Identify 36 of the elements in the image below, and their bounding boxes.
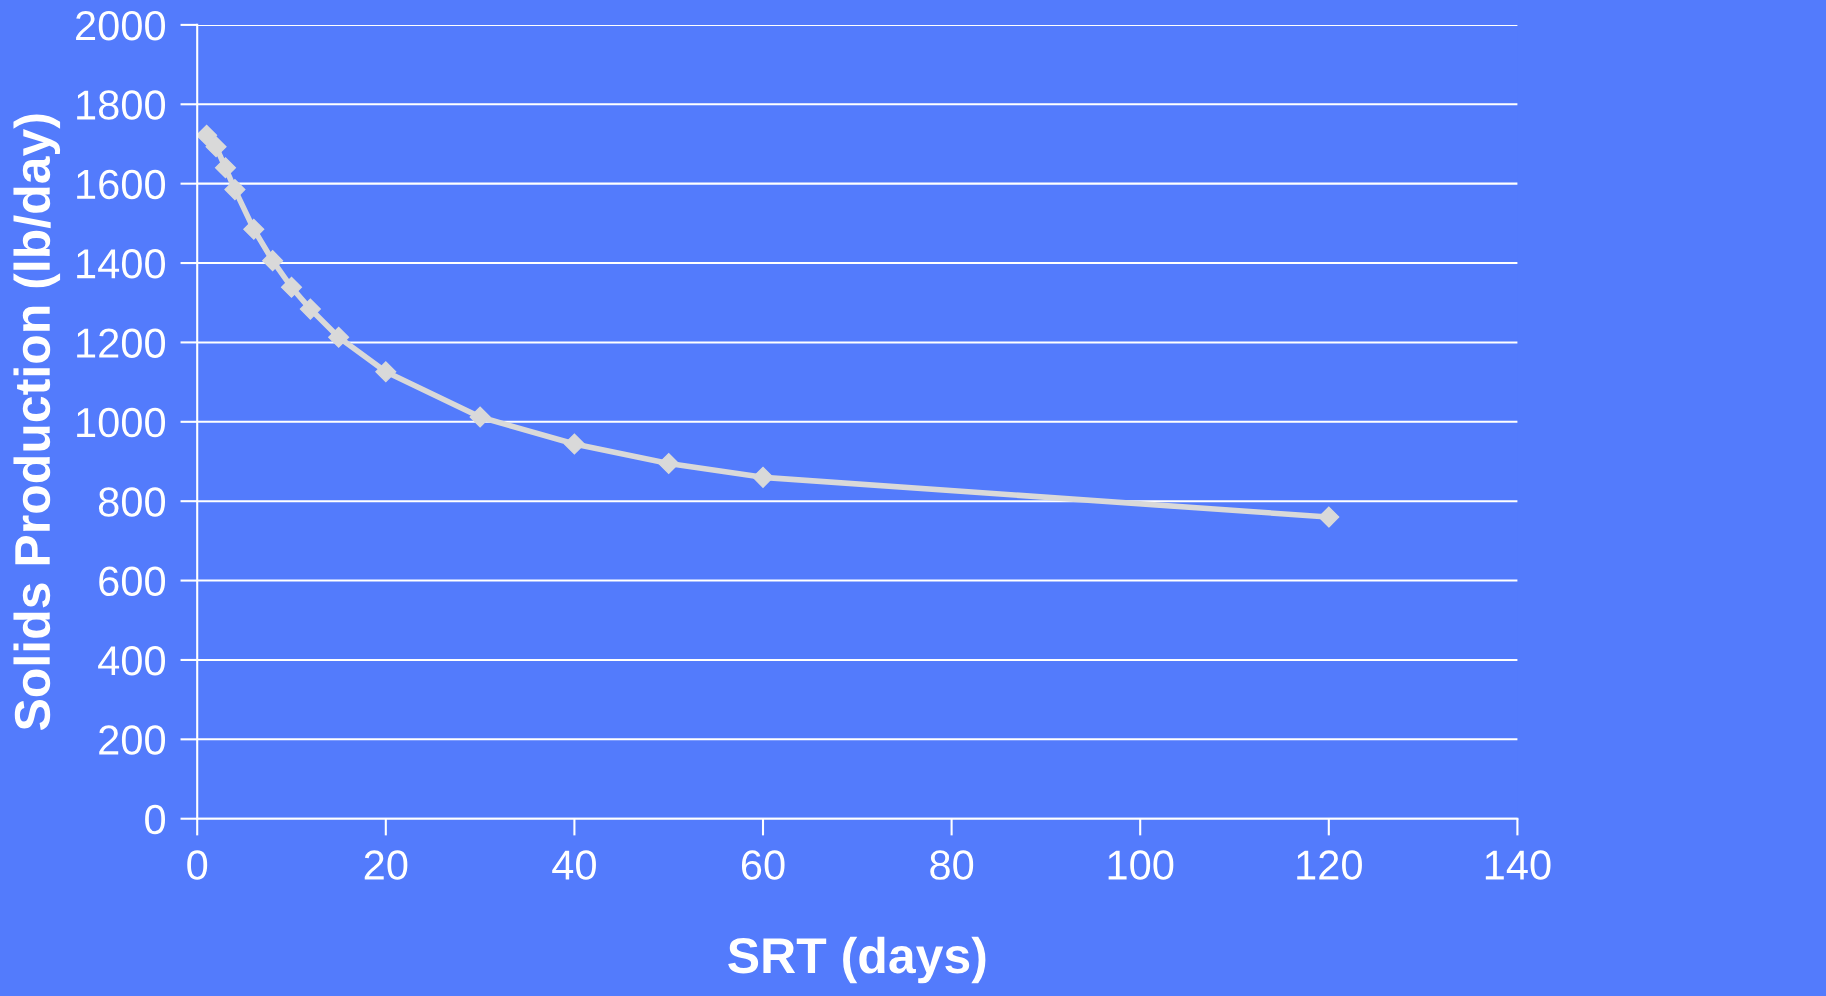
point: [375, 361, 397, 383]
x-tick-label: 100: [1108, 850, 1174, 880]
y-tick-label: 1000: [77, 407, 166, 438]
x-tick-label: 0: [187, 850, 208, 880]
y-tick-label: 600: [99, 566, 166, 597]
y-tick-label: 400: [98, 645, 166, 676]
point: [224, 179, 246, 201]
point: [205, 136, 227, 158]
y-tick-label: 0: [145, 804, 166, 835]
y-tick-label: 200: [99, 725, 166, 755]
point: [563, 433, 585, 455]
x-axis-title: SRT (days): [728, 936, 986, 984]
point: [280, 276, 303, 298]
point: [214, 157, 237, 179]
x-tick-label: 40: [552, 850, 596, 880]
y-tick-label: 2000: [76, 10, 166, 41]
point: [658, 452, 680, 474]
y-tick-label: 1600: [77, 169, 166, 200]
y-tick-label: 800: [98, 487, 166, 517]
y-tick-label: 1400: [77, 249, 166, 279]
point: [197, 124, 218, 146]
y-tick-label: 1200: [77, 328, 166, 358]
x-tick-label: 80: [930, 850, 974, 880]
point: [469, 406, 491, 428]
point: [243, 218, 265, 240]
point: [1318, 506, 1340, 528]
point: [752, 466, 774, 488]
x-tick-label: 140: [1485, 850, 1551, 880]
point: [262, 250, 284, 272]
x-tick-label: 60: [741, 850, 785, 880]
point: [299, 298, 321, 320]
point: [328, 326, 350, 348]
y-axis-title: Solids Production (lb/day): [13, 114, 61, 731]
y-tick-label: 1800: [77, 90, 166, 120]
x-tick-label: 20: [364, 850, 408, 880]
x-tick-label: 120: [1297, 850, 1362, 880]
